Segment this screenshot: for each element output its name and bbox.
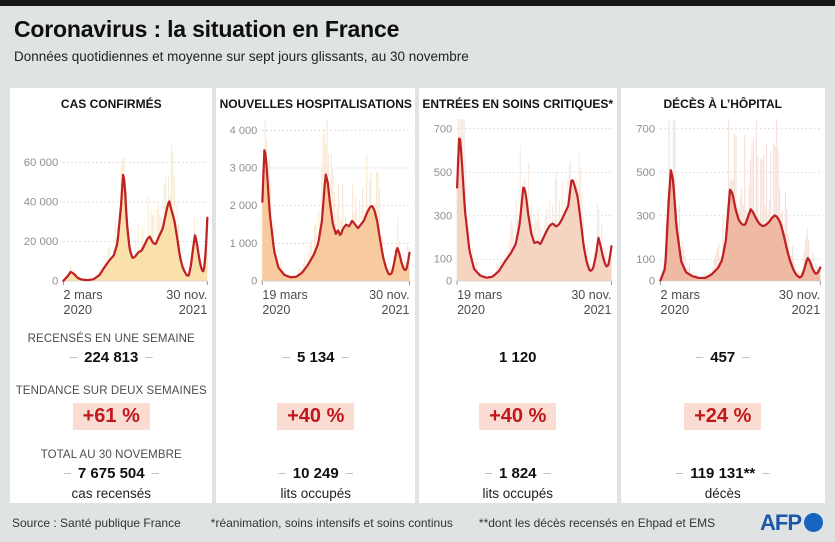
trend-label	[419, 383, 617, 399]
y-axis-tick-label: 0	[648, 276, 654, 288]
week-count-label	[621, 331, 825, 347]
x-axis-label: 2020	[457, 303, 485, 317]
seven-day-average-line	[455, 137, 613, 279]
panel-title: NOUVELLES HOSPITALISATIONS	[219, 97, 412, 111]
y-axis-tick-label: 100	[636, 254, 655, 266]
page-title: Coronavirus : la situation en France	[14, 16, 400, 42]
y-axis-tick-label: 700	[636, 123, 655, 135]
average-area-fill	[457, 138, 612, 281]
footnote-ehpad: **dont les décès recensés en Ehpad et EM…	[478, 515, 716, 530]
y-axis-tick-label: 3 000	[230, 163, 258, 175]
week-count-label: RECENSÉS EN UNE SEMAINE	[27, 333, 195, 345]
afp-logo: AFP	[760, 510, 823, 536]
x-axis-label: 2020	[660, 302, 689, 317]
trend-percentage-badge: +40 %	[277, 403, 355, 430]
seven-day-average-line	[62, 173, 209, 282]
total-unit: lits occupés	[482, 486, 554, 501]
total-label: TOTAL AU 30 NOVEMBRE	[40, 449, 182, 461]
trend-percentage-badge: +61 %	[72, 403, 150, 430]
afp-globe-icon	[804, 513, 823, 532]
x-axis-label: 30 nov.	[166, 288, 207, 302]
total-unit: cas recensés	[71, 486, 152, 501]
trend-label	[216, 383, 415, 399]
x-axis-label: 2021	[791, 302, 820, 317]
panel-title: ENTRÉES EN SOINS CRITIQUES*	[422, 97, 614, 111]
trend-label: TENDANCE SUR DEUX SEMAINES	[15, 385, 207, 397]
total-value: 10 249	[216, 463, 415, 485]
panel-stats: RECENSÉS EN UNE SEMAINE 224 813 TENDANCE…	[10, 321, 212, 503]
afp-logo-text: AFP	[760, 509, 802, 535]
x-axis-label: 2020	[63, 303, 92, 317]
total-value: 7 675 504	[10, 463, 212, 485]
header: Coronavirus : la situation en France Don…	[0, 6, 835, 64]
y-axis-tick-label: 0	[446, 276, 452, 288]
x-axis-label: 19 mars	[263, 288, 308, 302]
total-unit: lits occupés	[280, 486, 352, 501]
chart-panel-hospital-deaths: DÉCÈS À L’HÔPITAL 0 100 300 500 700 2 mars 202…	[620, 88, 825, 503]
y-axis-tick-label: 4 000	[230, 125, 258, 137]
x-axis-label: 2021	[584, 303, 612, 317]
trend-percentage-badge: +24 %	[684, 403, 762, 430]
y-axis-tick-label: 300	[636, 210, 655, 222]
total-label	[621, 447, 825, 463]
week-count-value: 457	[621, 347, 825, 369]
week-count-label	[419, 331, 617, 347]
y-axis-tick-label: 60 000	[24, 157, 59, 169]
week-count-label	[216, 331, 415, 347]
y-axis-tick-label: 2 000	[230, 200, 258, 212]
average-area-fill	[659, 170, 820, 281]
x-axis-label: 2021	[382, 303, 410, 317]
chart-panel-new-hospitalizations: NOUVELLES HOSPITALISATIONS 0 1 000 2 000 3 …	[216, 88, 415, 503]
footnote-reanimation: *réanimation, soins intensifs et soins c…	[210, 515, 453, 530]
x-axis-label: 19 mars	[457, 288, 502, 302]
y-axis-tick-label: 700	[434, 123, 452, 135]
y-axis-tick-label: 0	[52, 276, 58, 288]
total-unit: décès	[704, 486, 741, 501]
y-axis-tick-label: 500	[434, 167, 452, 179]
x-axis-label: 30 nov.	[571, 288, 611, 302]
week-count-value: 5 134	[216, 347, 415, 369]
panel-title: CAS CONFIRMÉS	[60, 97, 162, 111]
y-axis-tick-label: 20 000	[24, 236, 59, 248]
x-axis-label: 2021	[179, 303, 208, 317]
trend-percentage-badge: +40 %	[479, 403, 557, 430]
total-label	[216, 447, 415, 463]
average-area-fill	[262, 150, 410, 281]
panel-stats: 5 134 +40 % 10 249 lits occupés	[216, 321, 415, 503]
source-text: Source : Santé publique France	[12, 515, 181, 530]
y-axis-tick-label: 100	[434, 254, 452, 266]
total-value: 119 131**	[621, 463, 825, 485]
total-value: 1 824	[419, 463, 617, 485]
y-axis-tick-label: 0	[252, 276, 258, 288]
week-count-value: 1 120	[498, 349, 537, 366]
y-axis-tick-label: 1 000	[230, 238, 258, 250]
page-subtitle: Données quotidiennes et moyenne sur sept…	[14, 49, 469, 65]
chart-panel-confirmed-cases: CAS CONFIRMÉS 0 20 000 40 000 60 000 2 mars 2…	[10, 88, 213, 503]
panel-stats: 457 +24 % 119 131** décès	[621, 321, 825, 503]
average-area-fill	[63, 174, 208, 281]
y-axis-tick-label: 300	[434, 210, 452, 222]
x-axis-label: 2 mars	[660, 287, 700, 302]
chart-panel-critical-care-admissions: ENTRÉES EN SOINS CRITIQUES* 0 100 300 500 70…	[419, 88, 617, 503]
x-axis-label: 30 nov.	[778, 287, 820, 302]
trend-label	[621, 383, 825, 399]
footer: Source : Santé publique France *réanimat…	[0, 503, 835, 542]
panel-stats: 1 120 +40 % 1 824 lits occupés	[419, 321, 617, 503]
total-label	[419, 447, 617, 463]
y-axis-tick-label: 500	[636, 167, 655, 179]
x-axis-label: 2020	[263, 303, 291, 317]
x-axis-label: 30 nov.	[370, 288, 410, 302]
y-axis-tick-label: 40 000	[24, 197, 59, 209]
x-axis-label: 2 mars	[63, 288, 102, 302]
seven-day-average-line	[261, 149, 412, 279]
week-count-value: 224 813	[10, 347, 212, 369]
chart-panels-container: CAS CONFIRMÉS 0 20 000 40 000 60 000 2 mars 2…	[10, 88, 825, 503]
panel-title: DÉCÈS À L’HÔPITAL	[663, 97, 782, 111]
seven-day-average-line	[658, 169, 821, 282]
top-accent-bar	[0, 0, 835, 6]
